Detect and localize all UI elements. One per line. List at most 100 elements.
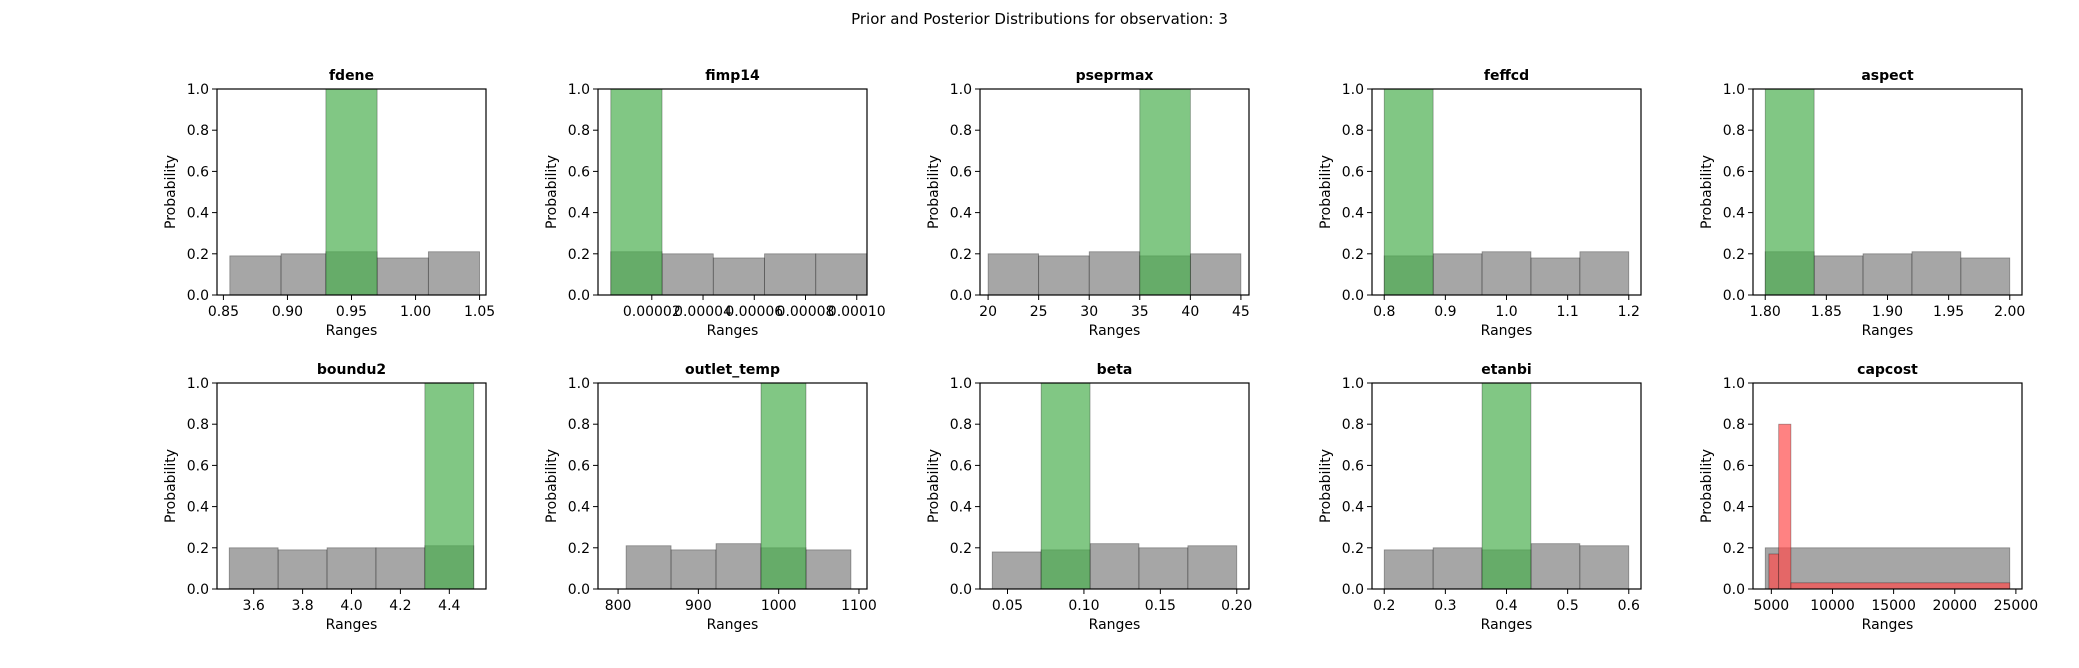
x-tick-label: 1000 <box>761 598 797 614</box>
chart-title: beta <box>1097 362 1133 378</box>
prior-bar <box>1579 545 1630 590</box>
x-tick-label: 0.8 <box>1373 304 1395 320</box>
x-tick-label: 20 <box>979 304 997 320</box>
x-tick-label: 35 <box>1131 304 1149 320</box>
prior-bar <box>1432 547 1483 590</box>
y-tick-label: 0.8 <box>568 123 590 139</box>
prior-bar <box>1481 251 1532 296</box>
x-tick-label: 1100 <box>841 598 877 614</box>
y-tick-label: 0.4 <box>1723 500 1745 516</box>
prior-bar <box>670 549 717 590</box>
prior-bar <box>805 549 852 590</box>
y-tick-label: 0.8 <box>568 417 590 433</box>
y-tick-label: 0.8 <box>1723 123 1745 139</box>
y-axis-label: Probability <box>1699 155 1715 229</box>
x-tick-label: 40 <box>1181 304 1199 320</box>
prior-bar <box>1187 545 1238 590</box>
axes-frame <box>1752 382 2023 590</box>
prior-bar <box>1089 543 1140 590</box>
y-tick-label: 0.8 <box>1342 123 1364 139</box>
x-tick-label: 20000 <box>1932 598 1977 614</box>
y-tick-label: 0.4 <box>1723 206 1745 222</box>
chart-title: pseprmax <box>1076 68 1154 84</box>
posterior-bar <box>1790 582 2011 590</box>
prior-bar <box>1088 251 1141 296</box>
x-tick-label: 0.00004 <box>674 304 732 320</box>
chart-etanbi: 0.0 0.2 0.4 0.6 0.8 1.0 0.2 0.3 0.4 0.5 0.6 etanbi R… <box>1318 362 1642 633</box>
x-tick-label: 1.1 <box>1557 304 1579 320</box>
x-tick-label: 1.2 <box>1618 304 1640 320</box>
x-tick-label: 25 <box>1030 304 1048 320</box>
x-tick-label: 1.0 <box>1495 304 1517 320</box>
y-tick-label: 0.6 <box>1723 164 1745 180</box>
y-tick-label: 0.2 <box>187 541 209 557</box>
y-tick-label: 0.0 <box>1723 288 1745 304</box>
y-tick-label: 0.0 <box>187 288 209 304</box>
y-tick-label: 0.2 <box>1723 541 1745 557</box>
axes-frame <box>597 88 868 296</box>
y-tick-label: 0.0 <box>950 288 972 304</box>
chart-aspect: 0.0 0.2 0.4 0.6 0.8 1.0 1.80 1.85 1.90 1.95 2.00 as… <box>1699 68 2025 339</box>
y-tick-label: 0.6 <box>568 164 590 180</box>
x-tick-label: 0.10 <box>1068 598 1099 614</box>
y-tick-label: 0.6 <box>1342 164 1364 180</box>
prior-bar <box>1911 251 1962 296</box>
y-axis-label: Probability <box>1318 155 1334 229</box>
y-tick-label: 0.6 <box>187 164 209 180</box>
y-tick-label: 0.8 <box>950 417 972 433</box>
x-axis-label: Ranges <box>1862 323 1914 339</box>
y-tick-label: 0.2 <box>1342 541 1364 557</box>
prior-bar <box>277 549 328 590</box>
y-tick-label: 0.8 <box>1342 417 1364 433</box>
prior-bar <box>1038 255 1090 296</box>
y-tick-label: 1.0 <box>187 376 209 392</box>
prior-bar <box>625 545 672 590</box>
prior-bar <box>427 251 480 296</box>
chart-title: feffcd <box>1484 68 1529 84</box>
x-tick-label: 0.90 <box>272 304 303 320</box>
x-tick-label: 0.4 <box>1495 598 1517 614</box>
axes-frame <box>979 382 1250 590</box>
x-tick-label: 0.15 <box>1145 598 1176 614</box>
x-tick-label: 1.85 <box>1811 304 1842 320</box>
y-tick-label: 0.8 <box>187 417 209 433</box>
figure-title: Prior and Posterior Distributions for ob… <box>851 10 1228 28</box>
x-tick-label: 4.0 <box>340 598 362 614</box>
x-tick-label: 30 <box>1080 304 1098 320</box>
posterior-bar <box>1040 382 1091 590</box>
posterior-bar <box>424 382 475 590</box>
prior-bar <box>280 253 327 296</box>
x-tick-label: 0.5 <box>1557 598 1579 614</box>
prior-bar <box>987 253 1040 296</box>
chart-fdene: 0.0 0.2 0.4 0.6 0.8 1.0 0.85 0.90 0.95 1.00 1.05 fd… <box>163 68 495 339</box>
y-tick-label: 0.4 <box>1342 500 1364 516</box>
y-tick-label: 0.6 <box>950 164 972 180</box>
prior-bar <box>375 547 426 590</box>
y-axis-label: Probability <box>544 155 560 229</box>
chart-outlet_temp: 0.0 0.2 0.4 0.6 0.8 1.0 800 900 1000 1100 outlet_t… <box>544 362 877 633</box>
x-axis-label: Ranges <box>1089 323 1141 339</box>
prior-bar <box>715 543 762 590</box>
posterior-bar <box>1139 88 1191 296</box>
x-tick-label: 900 <box>685 598 712 614</box>
x-axis-label: Ranges <box>1862 617 1914 633</box>
y-tick-label: 0.8 <box>1723 417 1745 433</box>
prior-bar <box>1530 543 1581 590</box>
x-tick-label: 4.4 <box>438 598 460 614</box>
y-tick-label: 1.0 <box>1723 376 1745 392</box>
y-axis-label: Probability <box>544 449 560 523</box>
y-tick-label: 1.0 <box>1723 82 1745 98</box>
posterior-bar <box>1778 423 1792 590</box>
y-tick-label: 0.4 <box>1342 206 1364 222</box>
axes-frame <box>597 382 868 590</box>
chart-title: fdene <box>329 68 374 84</box>
y-axis-label: Probability <box>926 449 942 523</box>
x-axis-label: Ranges <box>1481 617 1533 633</box>
y-tick-label: 0.2 <box>568 247 590 263</box>
x-tick-label: 15000 <box>1871 598 1916 614</box>
y-tick-label: 0.6 <box>950 458 972 474</box>
y-axis-label: Probability <box>163 155 179 229</box>
y-tick-label: 0.0 <box>1342 582 1364 598</box>
prior-bar <box>1138 547 1189 590</box>
